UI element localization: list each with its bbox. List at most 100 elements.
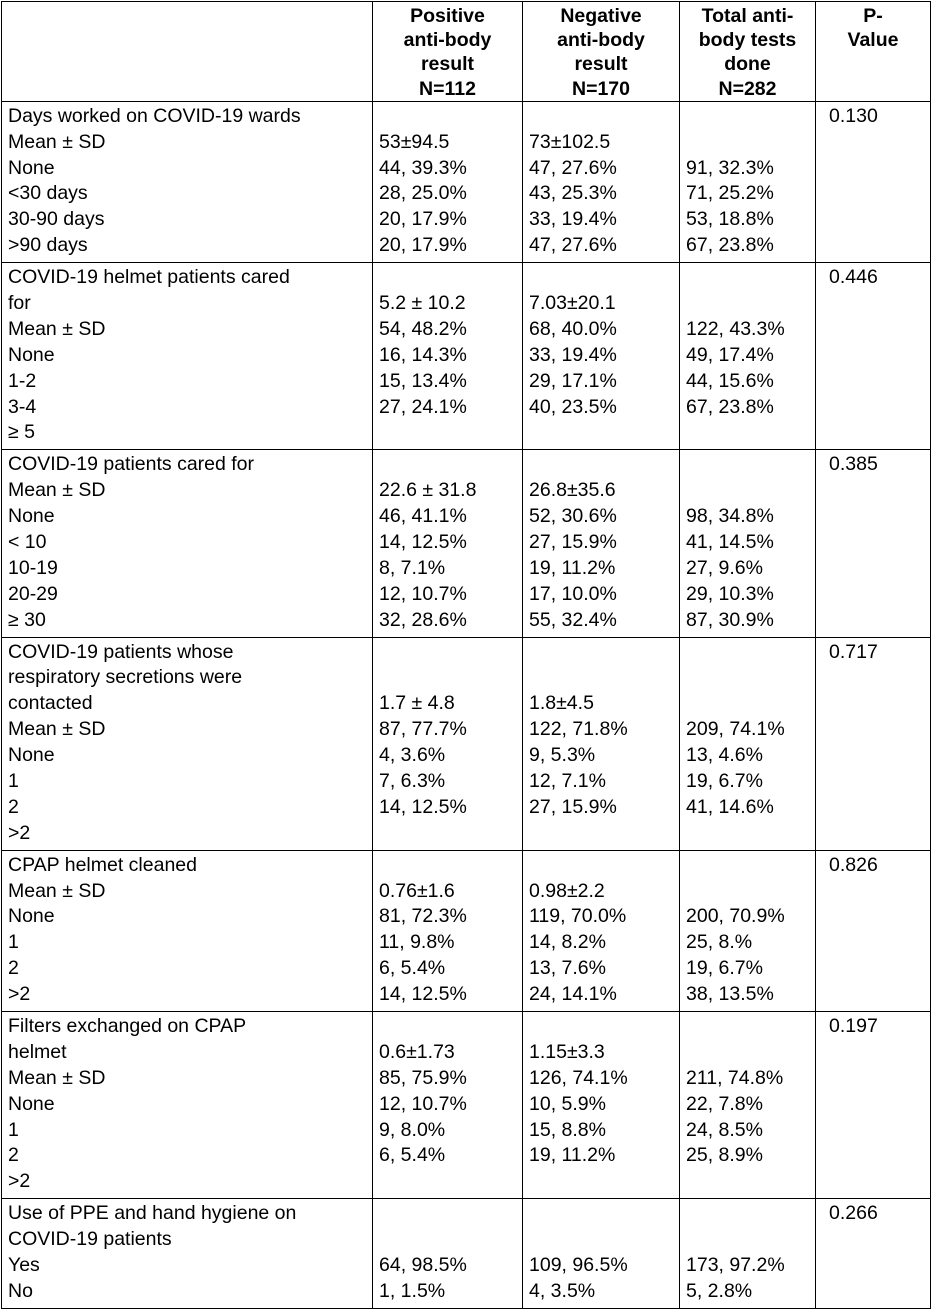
table-row: Use of PPE and hand hygiene on COVID-19 p… [1, 1198, 931, 1309]
cell-line: 9, 5.3% [529, 744, 596, 767]
cell-line: 33, 19.4% [529, 343, 617, 366]
cell-line: None [8, 905, 55, 928]
cell-line: 0.76±1.6 [379, 879, 455, 902]
cell-line: 1, 1.5% [379, 1279, 446, 1302]
cell-line: 14, 12.5% [379, 983, 467, 1006]
cell-line: 71, 25.2% [686, 182, 774, 205]
negative-result-cell: 7.03±20.1 68, 40.0% 33, 19.4% 29, 17.1% 40, … [522, 262, 680, 451]
cell-line: 1.7 ± 4.8 [379, 692, 455, 715]
cell-line: 41, 14.5% [686, 531, 774, 553]
cell-line: 12, 7.1% [529, 770, 606, 793]
cell-line: 44, 15.6% [686, 369, 774, 392]
cell-line: 25, 8.% [686, 931, 753, 954]
cell-line [379, 853, 516, 879]
table-row: Filters exchanged on CPAP helmet Mean ± SD… [1, 1011, 931, 1200]
cell-line: Yes [8, 1254, 40, 1277]
positive-result-cell: 0.6±1.73 85, 75.9% 12, 10.7% 9, 8.0% 6, 5.4% [372, 1011, 523, 1200]
cell-line: contacted [8, 692, 93, 715]
cell-line: 87, 77.7% [379, 718, 467, 741]
cell-line [686, 1201, 809, 1227]
cell-line: result [420, 53, 475, 76]
cell-line [379, 265, 516, 291]
negative-result-cell: 109, 96.5% 4, 3.5% [522, 1198, 680, 1309]
header-negative-cell: Negative anti-body result N=170 [522, 1, 680, 102]
cell-line: 46, 41.1% [379, 505, 467, 528]
cell-line: COVID-19 patients [8, 1228, 172, 1251]
cell-line: None [8, 156, 55, 179]
cell-line: 32, 28.6% [379, 608, 467, 631]
cell-line: 47, 27.6% [529, 156, 617, 179]
header-row: Positive anti-body result N=112 Negative ant… [1, 1, 931, 102]
p-value-cell: 0.826 [815, 849, 931, 1013]
cell-line: 29, 17.1% [529, 369, 617, 392]
cell-line: 6, 5.4% [379, 957, 446, 980]
cell-line: 67, 23.8% [686, 234, 774, 257]
cell-line: 30-90 days [8, 208, 105, 231]
cell-line: 19, 6.7% [686, 770, 763, 793]
cell-line: 6, 5.4% [379, 1144, 446, 1167]
negative-result-cell: 1.8±4.5 122, 71.8% 9, 5.3% 12, 7.1% 27, 15.9… [522, 636, 680, 851]
cell-line: Use of PPE and hand hygiene on [8, 1202, 297, 1225]
total-tests-cell: 91, 32.3% 71, 25.2% 53, 18.8% 67, 23.8% [679, 100, 816, 264]
cell-line: helmet [8, 1040, 67, 1063]
cell-line [379, 665, 516, 691]
cell-line: 87, 30.9% [686, 608, 774, 631]
cell-line: 0.717 [829, 640, 878, 663]
cell-line [686, 1014, 809, 1040]
cell-line: 4, 3.5% [529, 1279, 596, 1302]
cell-line: 27, 15.9% [529, 531, 617, 553]
cell-line: Total anti- [701, 5, 794, 27]
cell-line: for [8, 291, 31, 314]
cell-line: ≥ 5 [8, 421, 35, 444]
cell-line: 12, 10.7% [379, 1092, 467, 1115]
cell-line: 68, 40.0% [529, 317, 617, 340]
cell-line: N=282 [718, 77, 777, 100]
table-row: COVID-19 helmet patients cared for Mean ± … [1, 262, 931, 451]
row-label-cell: COVID-19 patients cared for Mean ± SD None… [1, 449, 373, 638]
cell-line [686, 640, 809, 666]
cell-line: 27, 24.1% [379, 395, 467, 418]
cell-line [529, 265, 673, 291]
header-label-cell [1, 1, 373, 102]
cell-line: 64, 98.5% [379, 1254, 467, 1277]
cell-line: Mean ± SD [8, 879, 106, 902]
cell-line: 0.446 [829, 266, 878, 289]
cell-line: 29, 10.3% [686, 582, 774, 605]
cell-line: 40, 23.5% [529, 395, 617, 418]
cell-line: done [724, 53, 771, 76]
table-body: Days worked on COVID-19 wards Mean ± SD No… [1, 100, 931, 1309]
cell-line: 122, 43.3% [686, 317, 785, 340]
negative-result-cell: 0.98±2.2 119, 70.0% 14, 8.2% 13, 7.6% 24, 14… [522, 849, 680, 1013]
cell-line: N=112 [419, 77, 476, 100]
cell-line: 53±94.5 [379, 130, 450, 153]
cell-line: Mean ± SD [8, 1066, 106, 1089]
cell-line: 27, 9.6% [686, 556, 763, 579]
cell-line: 10-19 [8, 556, 58, 579]
cell-line: 4, 3.6% [379, 744, 446, 767]
cell-line: 24, 14.1% [529, 983, 617, 1006]
cell-line: Mean ± SD [8, 317, 106, 340]
cell-line: 1.15±3.3 [529, 1040, 605, 1063]
total-tests-cell: 98, 34.8% 41, 14.5% 27, 9.6% 29, 10.3% 87, 3… [679, 449, 816, 638]
cell-line: P- [863, 5, 883, 27]
cell-line: 1 [8, 931, 19, 954]
cell-line: >2 [8, 1170, 31, 1193]
cell-line: N=170 [571, 77, 630, 100]
cell-line: 25, 8.9% [686, 1144, 763, 1167]
cell-line: 0.266 [829, 1202, 878, 1225]
cell-line: 19, 11.2% [529, 1144, 616, 1167]
cell-line: 91, 32.3% [686, 156, 774, 179]
cell-line: 1.8±4.5 [529, 692, 594, 715]
total-tests-cell: 122, 43.3% 49, 17.4% 44, 15.6% 67, 23.8% [679, 262, 816, 451]
cell-line [686, 691, 809, 717]
row-label-cell: Days worked on COVID-19 wards Mean ± SD No… [1, 100, 373, 264]
cell-line: 7, 6.3% [379, 770, 446, 793]
table-row: COVID-19 patients whose respiratory secre… [1, 636, 931, 851]
negative-result-cell: 73±102.5 47, 27.6% 43, 25.3% 33, 19.4% 47, 2… [522, 100, 680, 264]
cell-line: 17, 10.0% [529, 582, 617, 605]
cell-line: Negative [560, 5, 642, 27]
p-value-cell: 0.446 [815, 262, 931, 451]
cell-line: 2 [8, 1144, 19, 1167]
cell-line [529, 104, 673, 130]
